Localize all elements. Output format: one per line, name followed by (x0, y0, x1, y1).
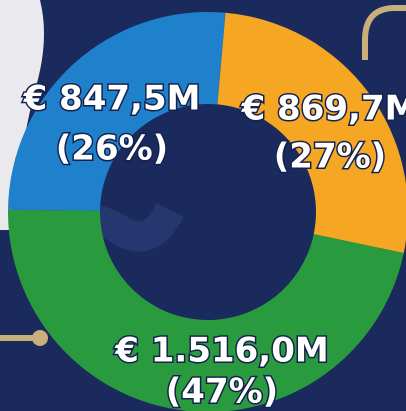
percent-label: (27%) (274, 137, 386, 177)
value-label: € 1.516,0M (114, 331, 328, 371)
labels: € 869,7M (27%) € 1.516,0M(47%) € 847,5M (26%… (21, 77, 406, 411)
value-label: € 847,5M (23, 79, 201, 119)
donut-segment (8, 11, 226, 211)
donut (8, 11, 406, 411)
value-label: € 869,7M (241, 89, 406, 129)
decor-dot (32, 330, 48, 346)
percent-label: (26%) (56, 129, 168, 169)
decor-person (0, 0, 44, 230)
donut-segment (217, 12, 406, 254)
percent-label: (47%) (166, 372, 278, 411)
donut-segment (8, 209, 404, 411)
decor-curve (362, 5, 406, 60)
